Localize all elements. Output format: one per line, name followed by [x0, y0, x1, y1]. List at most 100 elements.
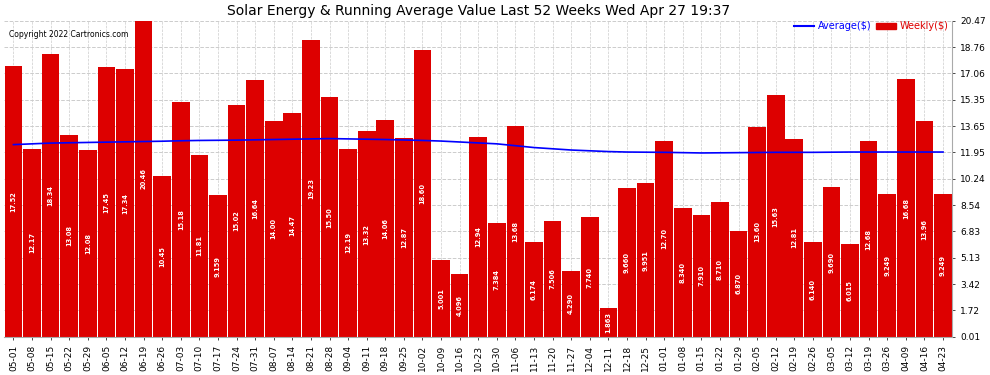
Bar — [376, 120, 394, 337]
Bar — [395, 138, 413, 337]
Bar — [414, 50, 432, 337]
Bar — [842, 244, 859, 337]
Bar — [79, 150, 97, 337]
Bar — [228, 105, 246, 337]
Bar — [878, 194, 896, 337]
Bar — [897, 79, 915, 337]
Text: 13.60: 13.60 — [754, 221, 760, 242]
Text: 16.64: 16.64 — [252, 198, 258, 219]
Bar — [321, 98, 339, 337]
Text: 12.81: 12.81 — [791, 228, 797, 249]
Legend: Average($), Weekly($): Average($), Weekly($) — [790, 18, 952, 35]
Text: 15.18: 15.18 — [178, 209, 184, 230]
Text: 12.68: 12.68 — [865, 228, 871, 249]
Text: 19.23: 19.23 — [308, 178, 314, 199]
Text: 7.740: 7.740 — [587, 267, 593, 288]
Text: 7.910: 7.910 — [698, 266, 704, 286]
Text: 7.384: 7.384 — [494, 269, 500, 290]
Text: 9.951: 9.951 — [643, 250, 648, 270]
Text: 14.00: 14.00 — [270, 218, 277, 239]
Text: 14.06: 14.06 — [382, 218, 388, 239]
Text: 6.140: 6.140 — [810, 279, 816, 300]
Text: 17.45: 17.45 — [103, 192, 110, 213]
Bar — [302, 40, 320, 337]
Bar — [544, 221, 561, 337]
Text: 18.60: 18.60 — [420, 183, 426, 204]
Bar — [730, 231, 747, 337]
Text: 9.660: 9.660 — [624, 252, 630, 273]
Bar — [767, 96, 784, 337]
Text: 11.81: 11.81 — [196, 235, 202, 256]
Bar — [562, 271, 580, 337]
Bar — [190, 154, 208, 337]
Text: 12.08: 12.08 — [85, 233, 91, 254]
Bar — [804, 242, 822, 337]
Text: 12.19: 12.19 — [346, 232, 351, 253]
Text: 1.863: 1.863 — [605, 312, 612, 333]
Bar — [637, 183, 654, 337]
Bar — [674, 208, 692, 337]
Title: Solar Energy & Running Average Value Last 52 Weeks Wed Apr 27 19:37: Solar Energy & Running Average Value Las… — [227, 4, 730, 18]
Bar — [172, 102, 190, 337]
Text: 13.68: 13.68 — [513, 221, 519, 242]
Bar — [247, 80, 264, 337]
Text: 6.015: 6.015 — [847, 280, 853, 301]
Bar — [23, 149, 41, 337]
Bar — [42, 54, 59, 337]
Text: Copyright 2022 Cartronics.com: Copyright 2022 Cartronics.com — [9, 30, 129, 39]
Text: 20.46: 20.46 — [141, 168, 147, 189]
Text: 17.52: 17.52 — [11, 191, 17, 212]
Text: 4.290: 4.290 — [568, 293, 574, 314]
Text: 12.87: 12.87 — [401, 227, 407, 248]
Bar — [357, 131, 375, 337]
Text: 13.96: 13.96 — [922, 219, 928, 240]
Text: 12.17: 12.17 — [29, 232, 35, 254]
Text: 15.63: 15.63 — [773, 206, 779, 226]
Bar — [693, 215, 710, 337]
Text: 13.32: 13.32 — [363, 224, 369, 245]
Bar — [60, 135, 78, 337]
Bar — [655, 141, 673, 337]
Text: 14.47: 14.47 — [289, 214, 295, 236]
Bar — [5, 66, 23, 337]
Bar — [507, 126, 525, 337]
Bar — [450, 274, 468, 337]
Text: 12.94: 12.94 — [475, 226, 481, 248]
Text: 9.249: 9.249 — [940, 255, 946, 276]
Text: 17.34: 17.34 — [122, 192, 128, 213]
Text: 18.34: 18.34 — [48, 185, 53, 206]
Text: 9.249: 9.249 — [884, 255, 890, 276]
Text: 9.690: 9.690 — [829, 252, 835, 273]
Bar — [340, 148, 357, 337]
Text: 16.68: 16.68 — [903, 198, 909, 219]
Bar — [488, 223, 506, 337]
Bar — [153, 176, 171, 337]
Text: 13.08: 13.08 — [66, 225, 72, 246]
Bar — [860, 141, 877, 337]
Text: 6.174: 6.174 — [531, 279, 537, 300]
Bar — [116, 69, 134, 337]
Bar — [935, 194, 951, 337]
Bar — [916, 121, 934, 337]
Bar — [748, 127, 766, 337]
Text: 5.001: 5.001 — [438, 288, 445, 309]
Text: 15.02: 15.02 — [234, 210, 240, 231]
Text: 8.340: 8.340 — [680, 262, 686, 283]
Bar — [785, 139, 803, 337]
Bar — [618, 188, 636, 337]
Bar — [469, 137, 487, 337]
Text: 9.159: 9.159 — [215, 256, 221, 277]
Bar — [209, 195, 227, 337]
Text: 4.096: 4.096 — [456, 295, 462, 316]
Bar — [283, 113, 301, 337]
Text: 8.710: 8.710 — [717, 259, 723, 280]
Bar — [98, 68, 115, 337]
Bar — [600, 308, 617, 337]
Bar — [581, 217, 599, 337]
Bar — [525, 242, 543, 337]
Text: 10.45: 10.45 — [159, 246, 165, 267]
Bar — [823, 187, 841, 337]
Bar — [135, 21, 152, 337]
Text: 6.870: 6.870 — [736, 273, 742, 294]
Text: 15.50: 15.50 — [327, 207, 333, 228]
